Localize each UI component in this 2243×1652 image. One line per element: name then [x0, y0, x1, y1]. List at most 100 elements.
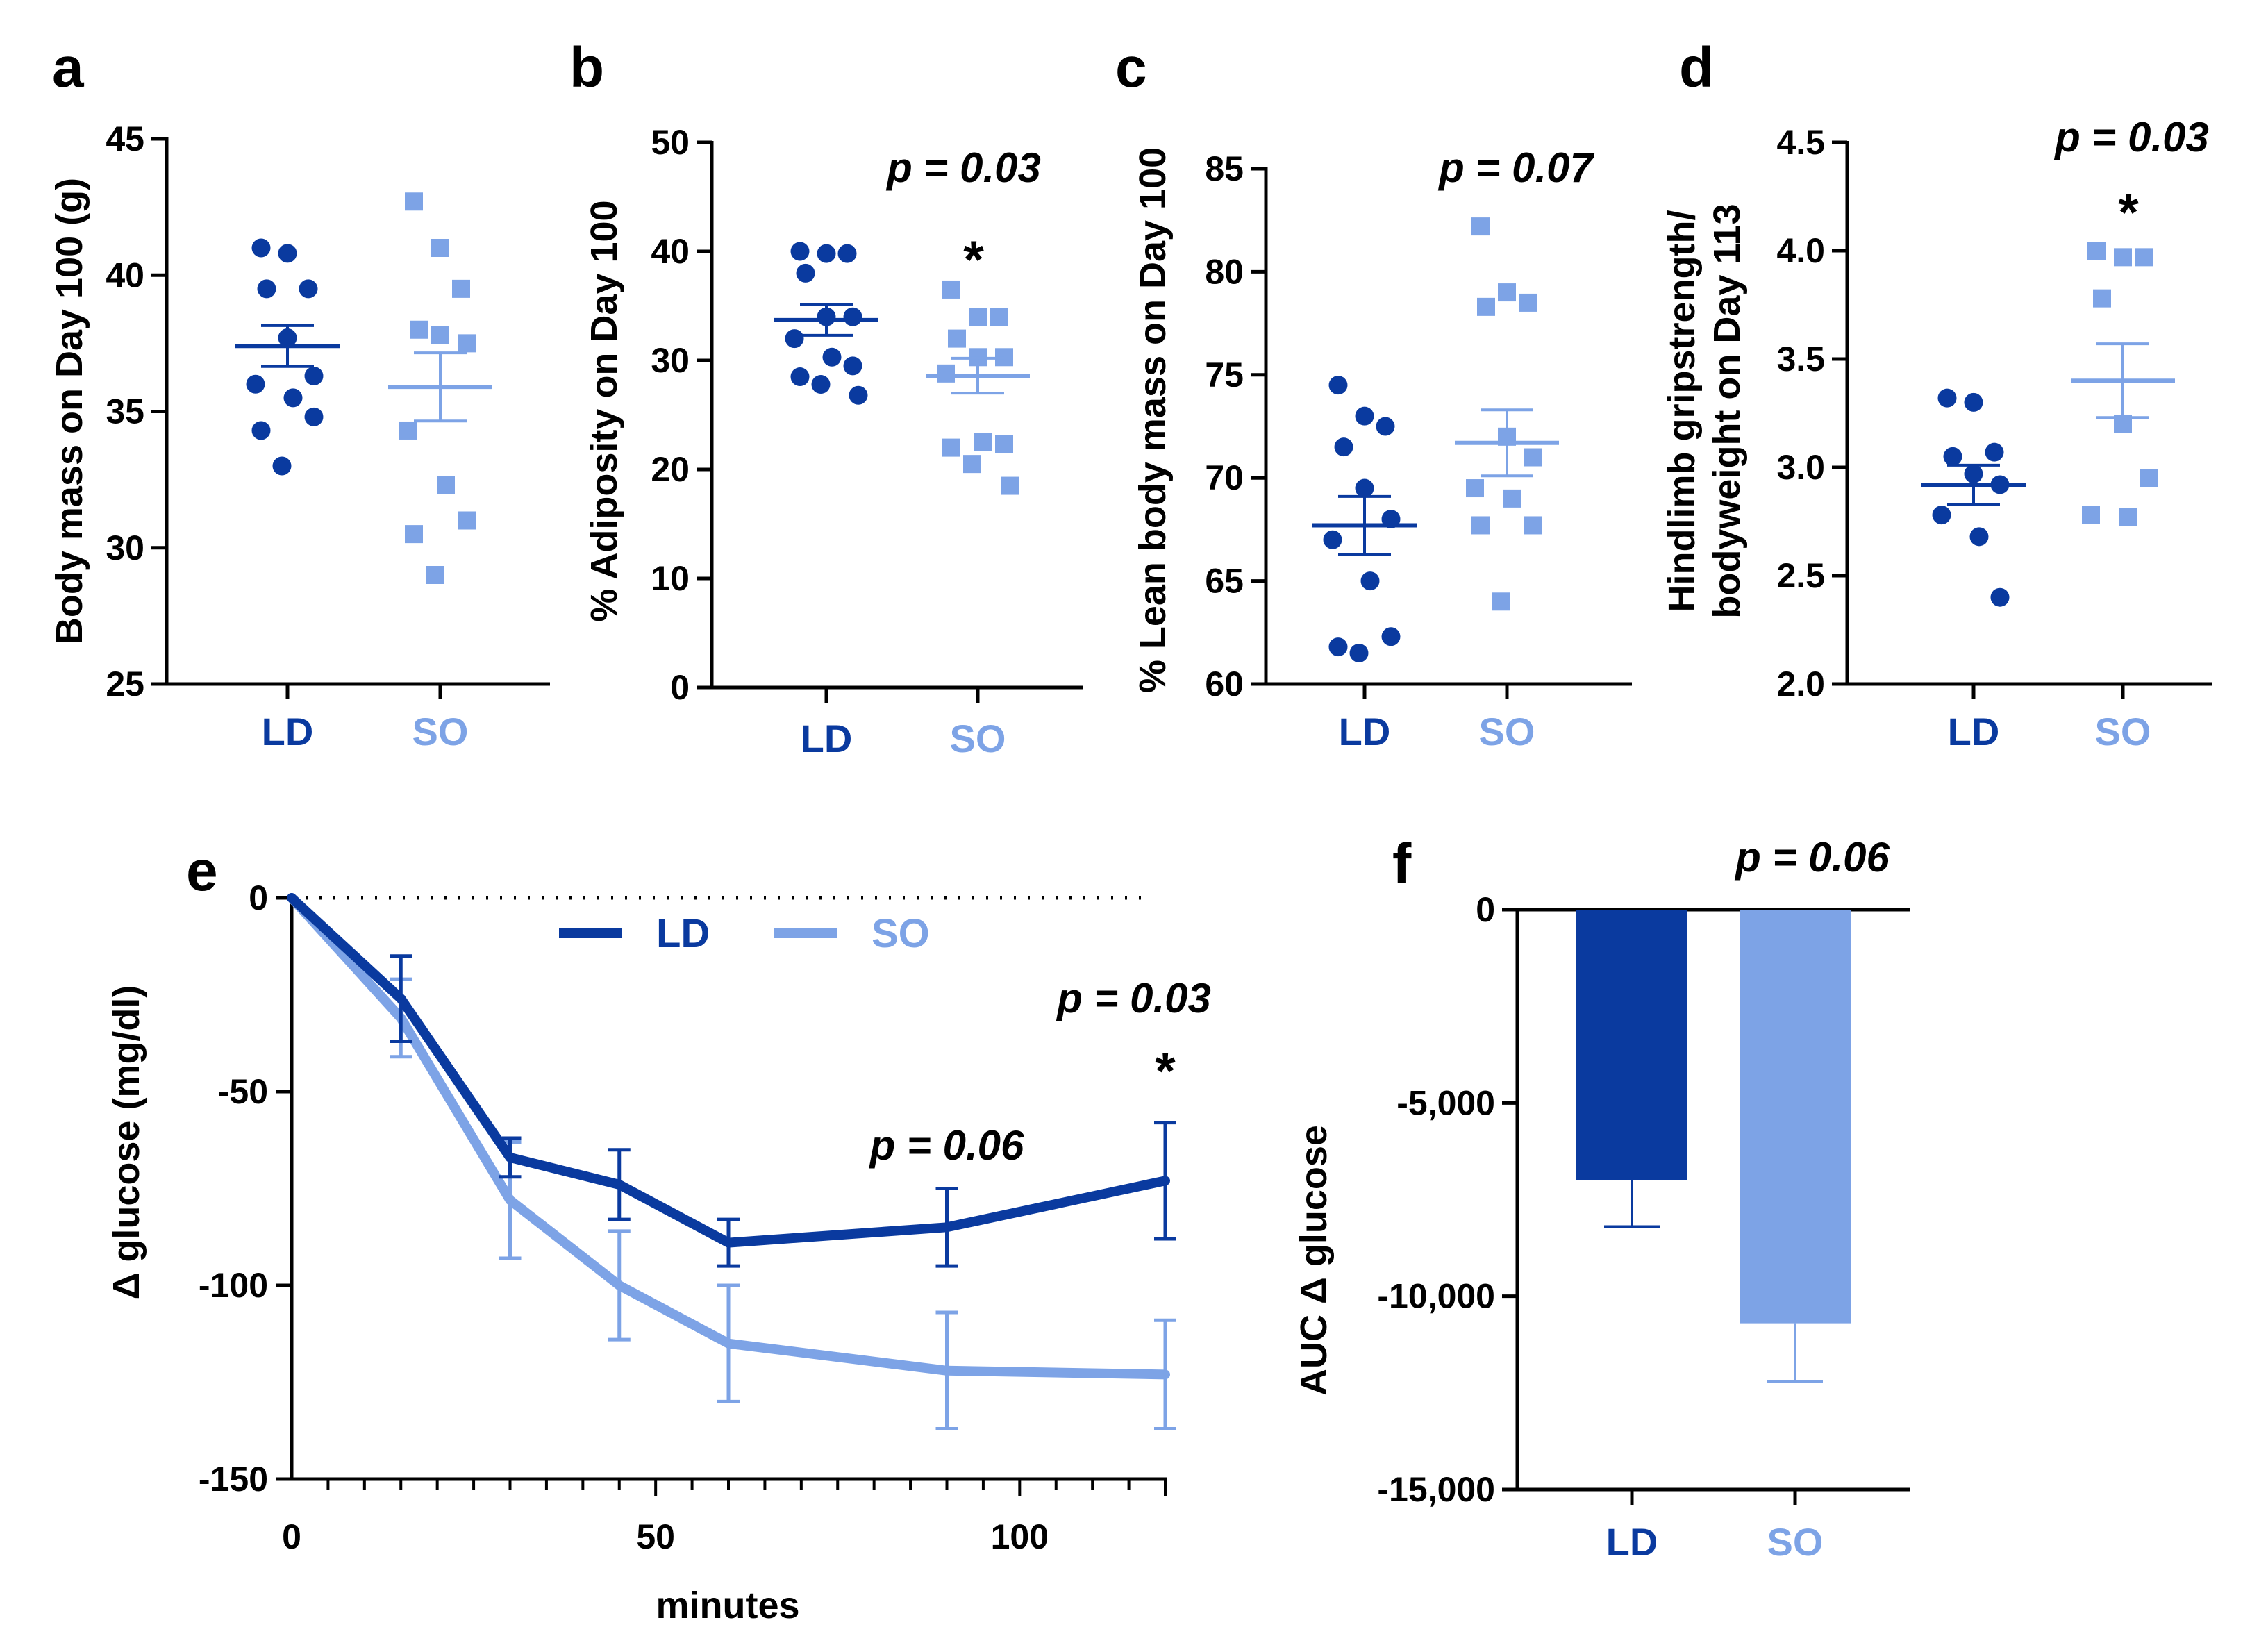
data-point-ld	[843, 356, 862, 376]
data-point-ld	[1969, 527, 1989, 547]
y-tick-label: 75	[1205, 356, 1244, 394]
category-label-so: SO	[950, 717, 1006, 760]
data-point-so	[1492, 592, 1510, 611]
data-point-so	[405, 192, 423, 211]
data-point-so	[1498, 283, 1516, 302]
y-tick-label: 3.0	[1776, 448, 1825, 487]
panel-e-glucose-time-course: e Δ glucose (mg/dl) minutes LD SO 0 -50 -1…	[106, 840, 1211, 1626]
data-point-so	[1519, 293, 1537, 312]
data-point-ld	[1381, 627, 1401, 646]
y-axis-label-line-1: Hindlimb gripstrength/	[1661, 210, 1703, 612]
data-point-ld	[1355, 478, 1374, 498]
data-point-so	[2135, 248, 2153, 267]
category-label-so: SO	[1767, 1520, 1824, 1564]
data-point-so	[2119, 508, 2137, 526]
data-point-ld	[785, 329, 804, 349]
panel-letter-d: d	[1679, 36, 1714, 99]
y-tick-label: 45	[106, 119, 144, 158]
data-point-so	[969, 308, 987, 326]
data-point-ld	[304, 407, 324, 426]
legend-label-so: SO	[872, 911, 930, 956]
y-tick-label: 30	[106, 528, 144, 567]
data-point-ld	[1964, 392, 1983, 412]
data-point-so	[458, 511, 476, 530]
data-point-ld	[1990, 587, 2010, 607]
p-value-label: p = 0.07	[1437, 144, 1594, 191]
data-point-ld	[251, 421, 271, 440]
y-tick-label: 2.5	[1776, 556, 1825, 595]
data-point-ld	[817, 244, 836, 263]
panel-letter-c: c	[1115, 36, 1147, 99]
data-point-ld	[299, 279, 318, 299]
panel-letter-a: a	[52, 36, 85, 99]
panel-letter-f: f	[1392, 833, 1412, 896]
category-label-so: SO	[2095, 710, 2151, 753]
data-point-ld	[837, 244, 857, 263]
panel-b-adiposity: b % Adiposity on Day 100 p = 0.03 * 0 10 2…	[569, 36, 1083, 760]
data-point-ld	[1355, 406, 1374, 426]
data-point-ld	[843, 307, 862, 326]
y-axis-label: % Lean body mass on Day 100	[1132, 147, 1174, 693]
y-tick-label: -150	[199, 1460, 268, 1499]
data-point-ld	[1937, 388, 1957, 408]
y-tick-label: 60	[1205, 665, 1244, 703]
y-axis-label-line-2: bodyweight on Day 113	[1706, 203, 1748, 618]
data-point-ld	[246, 374, 265, 394]
data-point-so	[948, 329, 966, 348]
data-point-so	[974, 433, 992, 451]
x-axis-label: minutes	[656, 1585, 799, 1626]
data-point-ld	[822, 347, 842, 367]
category-label-ld: LD	[801, 717, 853, 760]
data-point-so	[2114, 248, 2132, 267]
data-point-ld	[1328, 376, 1348, 395]
data-point-so	[2082, 506, 2100, 524]
y-tick-label: -50	[218, 1072, 268, 1111]
x-tick-label: 0	[282, 1517, 301, 1556]
data-point-so	[937, 364, 955, 383]
data-point-ld	[251, 238, 271, 258]
category-label-so: SO	[412, 710, 469, 753]
data-point-so	[2093, 289, 2111, 308]
data-point-ld	[1376, 417, 1395, 436]
data-point-so	[942, 280, 960, 299]
data-point-so	[426, 566, 444, 584]
data-point-ld	[790, 242, 810, 261]
data-point-ld	[257, 279, 276, 299]
bar-so	[1740, 910, 1851, 1324]
y-tick-label: 30	[651, 341, 690, 380]
y-tick-label: 85	[1205, 149, 1244, 188]
category-label-ld: LD	[1606, 1520, 1658, 1564]
data-point-ld	[1360, 571, 1380, 591]
data-point-ld	[1985, 442, 2004, 462]
y-axis-label: Δ glucose (mg/dl)	[106, 985, 147, 1300]
data-point-ld	[1334, 437, 1353, 457]
p-value-label: p = 0.03	[885, 144, 1041, 191]
y-tick-label: -100	[199, 1266, 268, 1305]
data-point-ld	[1943, 447, 1962, 466]
significance-star: *	[963, 231, 984, 290]
data-point-ld	[304, 366, 324, 385]
data-point-ld	[1328, 637, 1348, 657]
data-point-so	[431, 239, 449, 257]
data-point-ld	[811, 375, 831, 394]
data-point-ld	[849, 385, 868, 405]
x-tick-label: 100	[991, 1517, 1049, 1556]
category-label-ld: LD	[262, 710, 314, 753]
data-point-ld	[1932, 506, 1951, 525]
y-tick-label: 65	[1205, 562, 1244, 601]
data-point-so	[995, 435, 1013, 453]
y-tick-label: -10,000	[1377, 1277, 1495, 1316]
y-tick-label: 40	[651, 232, 690, 271]
significance-star: *	[1155, 1042, 1176, 1101]
data-point-ld	[283, 388, 303, 408]
data-point-so	[1503, 489, 1521, 508]
legend-label-ld: LD	[656, 911, 710, 956]
data-point-so	[405, 525, 423, 544]
series-line-ld	[287, 893, 1170, 1248]
y-tick-label: 25	[106, 665, 144, 703]
category-label-ld: LD	[1948, 710, 2000, 753]
x-tick-label: 50	[636, 1517, 675, 1556]
data-point-so	[458, 334, 476, 353]
